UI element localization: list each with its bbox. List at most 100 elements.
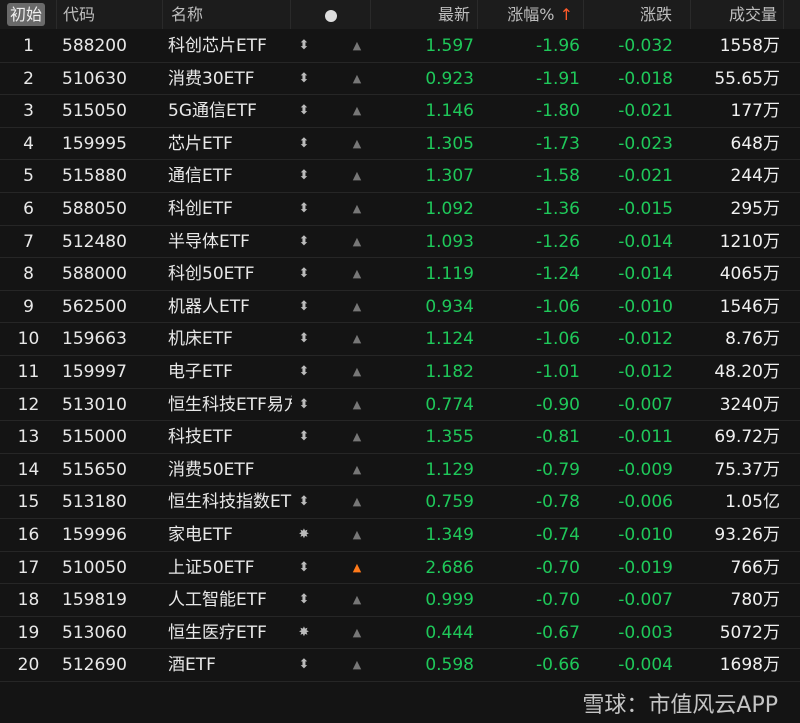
updown-icon[interactable]: ⬍: [298, 331, 310, 347]
header-pct-label: 涨幅%: [507, 5, 555, 24]
updown-icon[interactable]: ⬍: [298, 364, 310, 379]
code: 510630: [62, 68, 127, 89]
volume: 75.37万: [714, 459, 780, 480]
volume: 648万: [730, 133, 780, 154]
updown-icon[interactable]: ⬍: [298, 298, 310, 314]
table-row[interactable]: 5 515880 通信ETF ⬍ ▲ 1.307 -1.58 -0.021 24…: [0, 160, 800, 193]
bell-icon[interactable]: ▲: [352, 332, 362, 346]
code: 512480: [62, 231, 127, 252]
table-row[interactable]: 12 513010 恒生科技ETF易方 ⬍ ▲ 0.774 -0.90 -0.0…: [0, 389, 800, 422]
bell-icon[interactable]: ▲: [352, 593, 362, 607]
bell-icon[interactable]: ▲: [352, 267, 362, 281]
bell-icon[interactable]: ▲: [352, 430, 362, 444]
table-row[interactable]: 6 588050 科创ETF ⬍ ▲ 1.092 -1.36 -0.015 29…: [0, 193, 800, 226]
code: 159995: [62, 133, 127, 154]
bell-icon[interactable]: ▲: [352, 560, 362, 574]
table-row[interactable]: 20 512690 酒ETF ⬍ ▲ 0.598 -0.66 -0.004 16…: [0, 649, 800, 682]
table-row[interactable]: 14 515650 消费50ETF ▲ 1.129 -0.79 -0.009 7…: [0, 454, 800, 487]
updown-icon[interactable]: ⬍: [298, 494, 310, 510]
change-pct: -0.78: [536, 492, 580, 513]
updown-icon[interactable]: ⬍: [298, 103, 310, 119]
bell-icon[interactable]: ▲: [352, 365, 362, 378]
name: 消费30ETF: [168, 68, 255, 89]
code: 159663: [62, 329, 127, 350]
header-latest[interactable]: 最新: [371, 0, 478, 29]
table-row[interactable]: 15 513180 恒生科技指数ET ⬍ ▲ 0.759 -0.78 -0.00…: [0, 486, 800, 519]
bell-icon[interactable]: ▲: [352, 71, 362, 85]
bell-icon[interactable]: ▲: [352, 658, 362, 672]
code: 512690: [62, 655, 127, 676]
table-row[interactable]: 16 159996 家电ETF ✸ ▲ 1.349 -0.74 -0.010 9…: [0, 519, 800, 552]
table-row[interactable]: 13 515000 科技ETF ⬍ ▲ 1.355 -0.81 -0.011 6…: [0, 421, 800, 454]
bell-icon[interactable]: ▲: [352, 625, 362, 639]
table-row[interactable]: 19 513060 恒生医疗ETF ✸ ▲ 0.444 -0.67 -0.003…: [0, 617, 800, 650]
header-dot[interactable]: [291, 0, 371, 29]
bell-icon[interactable]: ▲: [352, 234, 362, 248]
updown-icon[interactable]: ⬍: [298, 592, 310, 608]
table-row[interactable]: 2 510630 消费30ETF ⬍ ▲ 0.923 -1.91 -0.018 …: [0, 63, 800, 96]
latest-price: 0.598: [425, 655, 474, 676]
bell-icon[interactable]: ▲: [352, 495, 362, 509]
table-row[interactable]: 4 159995 芯片ETF ⬍ ▲ 1.305 -1.73 -0.023 64…: [0, 128, 800, 161]
latest-price: 0.934: [425, 296, 474, 317]
updown-icon[interactable]: ⬍: [298, 201, 310, 216]
name: 科技ETF: [168, 427, 233, 448]
table-row[interactable]: 1 588200 科创芯片ETF ⬍ ▲ 1.597 -1.96 -0.032 …: [0, 30, 800, 63]
table-row[interactable]: 9 562500 机器人ETF ⬍ ▲ 0.934 -1.06 -0.010 1…: [0, 291, 800, 324]
table-row[interactable]: 3 515050 5G通信ETF ⬍ ▲ 1.146 -1.80 -0.021 …: [0, 95, 800, 128]
header-code[interactable]: 代码: [57, 0, 163, 29]
table-row[interactable]: 11 159997 电子ETF ⬍ ▲ 1.182 -1.01 -0.012 4…: [0, 356, 800, 389]
bell-icon[interactable]: ▲: [352, 397, 362, 411]
bell-icon[interactable]: ▲: [352, 528, 362, 541]
table-row[interactable]: 10 159663 机床ETF ⬍ ▲ 1.124 -1.06 -0.012 8…: [0, 323, 800, 356]
updown-icon[interactable]: ⬍: [298, 396, 310, 412]
change: -0.011: [618, 427, 673, 448]
code: 515880: [62, 166, 127, 187]
sun-icon[interactable]: ✸: [298, 624, 310, 640]
table-row[interactable]: 8 588000 科创50ETF ⬍ ▲ 1.119 -1.24 -0.014 …: [0, 258, 800, 291]
table-row[interactable]: 7 512480 半导体ETF ⬍ ▲ 1.093 -1.26 -0.014 1…: [0, 226, 800, 259]
latest-price: 1.355: [425, 427, 474, 448]
header-change[interactable]: 涨跌: [584, 0, 691, 29]
code: 513180: [62, 492, 127, 513]
updown-icon[interactable]: ⬍: [298, 233, 310, 249]
bell-icon[interactable]: ▲: [352, 136, 362, 150]
updown-icon[interactable]: ⬍: [298, 429, 310, 445]
change-pct: -1.36: [536, 199, 580, 219]
change: -0.032: [618, 36, 673, 56]
latest-price: 1.305: [425, 133, 474, 154]
volume: 55.65万: [714, 68, 780, 89]
header-name[interactable]: 名称: [163, 0, 291, 29]
rank: 12: [17, 394, 40, 415]
updown-icon[interactable]: ⬍: [298, 168, 310, 184]
bell-icon[interactable]: ▲: [352, 104, 362, 118]
change: -0.014: [618, 264, 673, 285]
name: 家电ETF: [168, 525, 233, 545]
table-row[interactable]: 18 159819 人工智能ETF ⬍ ▲ 0.999 -0.70 -0.007…: [0, 584, 800, 617]
bell-icon[interactable]: ▲: [352, 462, 362, 476]
updown-icon[interactable]: ⬍: [298, 135, 310, 151]
rank: 18: [17, 590, 40, 611]
updown-icon[interactable]: ⬍: [298, 70, 310, 86]
bell-icon[interactable]: ▲: [352, 169, 362, 183]
updown-icon[interactable]: ⬍: [298, 559, 310, 575]
updown-icon[interactable]: ⬍: [298, 657, 310, 673]
header-volume[interactable]: 成交量: [691, 0, 784, 29]
updown-icon[interactable]: ⬍: [298, 266, 310, 282]
table-header: 初始 代码 名称 最新 涨幅% ↑ 涨跌 成交量: [0, 0, 800, 29]
table-row[interactable]: 17 510050 上证50ETF ⬍ ▲ 2.686 -0.70 -0.019…: [0, 552, 800, 585]
header-pct[interactable]: 涨幅% ↑: [478, 0, 584, 29]
latest-price: 1.182: [425, 362, 474, 382]
change: -0.012: [618, 362, 673, 382]
name: 上证50ETF: [168, 557, 255, 578]
bell-icon[interactable]: ▲: [352, 39, 362, 52]
bell-icon[interactable]: ▲: [352, 202, 362, 215]
bell-icon[interactable]: ▲: [352, 299, 362, 313]
updown-icon[interactable]: ⬍: [298, 38, 310, 53]
change: -0.004: [618, 655, 673, 676]
change: -0.021: [618, 166, 673, 187]
volume: 48.20万: [714, 362, 780, 382]
sun-icon[interactable]: ✸: [298, 527, 310, 542]
latest-price: 1.129: [425, 459, 474, 480]
start-button[interactable]: 初始: [7, 3, 46, 26]
